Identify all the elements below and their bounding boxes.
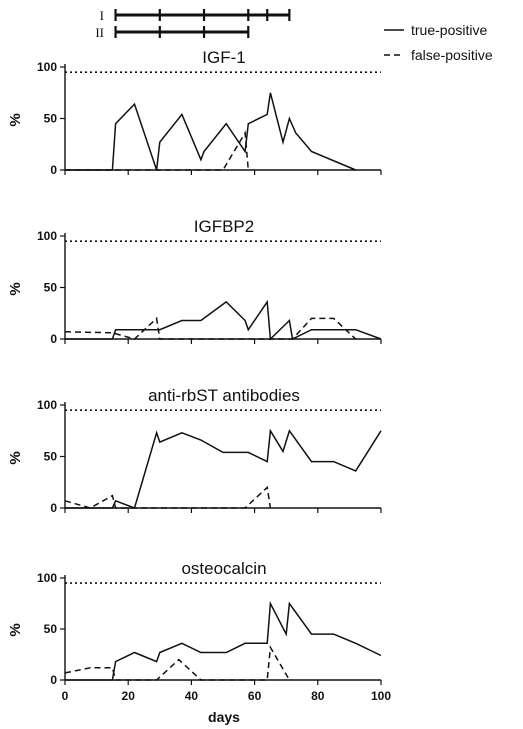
panel-title: osteocalcin [181,559,266,578]
schedule-label-1: I [100,8,104,23]
legend-true-positive: true-positive [411,22,487,38]
panel-osteocalcin: osteocalcin % 0 50 100 0 20 40 60 80 100 [7,559,391,703]
x-tick-label: 0 [62,689,69,703]
panel-anti-rbst-antibodies: anti-rbST antibodies % 0 50 100 [7,386,382,515]
false-positive-line [64,485,272,509]
false-positive-line [64,645,291,681]
y-tick-label: 50 [44,112,58,126]
y-axis-label: % [7,451,24,464]
y-tick-label: 0 [50,163,57,177]
schedule-label-2: II [95,25,104,40]
y-tick-label: 100 [37,398,57,412]
x-axis-label: days [208,709,240,725]
true-positive-line [65,299,382,341]
y-tick-label: 0 [50,673,57,687]
panel-igfbp2: IGFBP2 % 0 50 100 [7,217,382,346]
panel-igf-1: IGF-1 % 0 50 100 [7,48,382,177]
true-positive-line [65,600,382,681]
true-positive-line [65,92,356,171]
y-tick-label: 0 [50,332,57,346]
y-tick-label: 50 [44,281,58,295]
x-tick-label: 20 [122,689,136,703]
panel-title: anti-rbST antibodies [148,386,300,405]
y-tick-label: 50 [44,622,58,636]
y-axis-label: % [7,113,24,126]
y-tick-label: 100 [37,571,57,585]
panel-title: IGF-1 [202,48,245,67]
injection-schedule: I II [95,8,291,40]
false-positive-line [64,316,357,340]
y-tick-label: 50 [44,450,58,464]
panel-title: IGFBP2 [194,217,254,236]
y-axis-label: % [7,282,24,295]
y-axis-label: % [7,623,24,636]
legend-false-positive: false-positive [411,47,493,63]
y-tick-label: 100 [37,60,57,74]
y-tick-label: 0 [50,501,57,515]
legend: true-positive false-positive [384,22,493,63]
y-tick-label: 100 [37,229,57,243]
x-tick-label: 40 [185,689,199,703]
x-tick-label: 80 [311,689,325,703]
x-tick-label: 100 [371,689,391,703]
schedule-bars [114,9,291,38]
x-tick-label: 60 [248,689,262,703]
